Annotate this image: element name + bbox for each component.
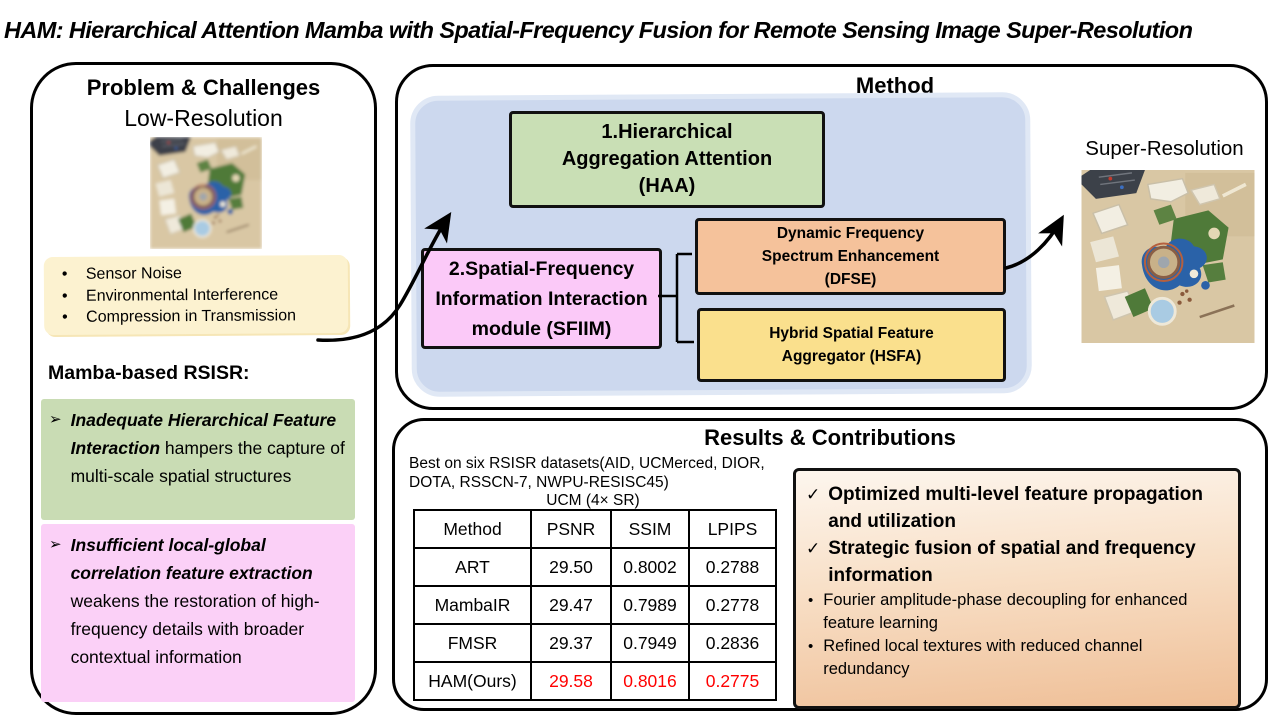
super-resolution-aerial-image (1080, 170, 1256, 343)
hsfa-module-box: Hybrid Spatial Feature Aggregator (HSFA) (697, 308, 1006, 382)
bullet-icon: • (62, 308, 68, 326)
table-row: ART 29.50 0.8002 0.2788 (413, 547, 777, 587)
bullet-icon: • (61, 287, 68, 305)
table-row: MambaIR 29.47 0.7989 0.2778 (413, 585, 777, 625)
low-resolution-label: Low-Resolution (124, 105, 283, 131)
list-item: • Sensor Noise (58, 262, 344, 285)
issue-text: Environmental Interference (85, 285, 279, 305)
table-header-row: Method PSNR SSIM LPIPS (413, 509, 777, 549)
bullet-icon: • (808, 638, 814, 655)
datasets-note: Best on six RSISR datasets(AID, UCMerced… (409, 455, 765, 491)
arrow-bullet-icon: ➢ (49, 411, 62, 428)
finding-text: Inadequate Hierarchical Feature Interact… (70, 410, 345, 486)
dfse-label: Dynamic Frequency Spectrum Enhancement (… (761, 225, 940, 288)
haa-label: 1.Hierarchical Aggregation Attention (HA… (561, 121, 773, 197)
contribution-check-item: ✓ Optimized multi-level feature propagat… (806, 481, 1228, 535)
degradation-issues-box: • Sensor Noise • Environmental Interfere… (43, 254, 349, 336)
table-row: FMSR 29.37 0.7949 0.2836 (413, 623, 777, 663)
list-item: • Environmental Interference (58, 283, 344, 306)
results-contributions-panel: Results & Contributions Best on six RSIS… (392, 418, 1268, 711)
dfse-module-box: Dynamic Frequency Spectrum Enhancement (… (695, 218, 1006, 295)
bullet-icon: • (808, 592, 814, 609)
table-caption: UCM (4× SR) (546, 492, 640, 509)
finding-local-global-block: ➢ Insufficient local-global correlation … (41, 524, 355, 702)
page-title: HAM: Hierarchical Attention Mamba with S… (4, 17, 1193, 43)
contribution-bullet-item: • Fourier amplitude-phase decoupling for… (806, 589, 1228, 635)
finding-hierarchical-block: ➢ Inadequate Hierarchical Feature Intera… (41, 399, 355, 520)
mamba-rsisr-heading: Mamba-based RSISR: (48, 362, 250, 384)
haa-module-box: 1.Hierarchical Aggregation Attention (HA… (509, 111, 825, 208)
results-panel-title: Results & Contributions (704, 425, 956, 450)
problem-panel-title: Problem & Challenges (86, 75, 321, 100)
contribution-check-item: ✓ Strategic fusion of spatial and freque… (806, 535, 1228, 589)
problem-challenges-panel: Problem & Challenges Low-Resolution • Se… (30, 62, 377, 715)
issue-text: Compression in Transmission (86, 307, 297, 326)
contributions-box: ✓ Optimized multi-level feature propagat… (793, 468, 1241, 709)
arrow-bullet-icon: ➢ (49, 536, 62, 553)
header-method: Method (413, 509, 532, 549)
header-ssim: SSIM (610, 509, 690, 549)
benchmark-table: Method PSNR SSIM LPIPS ART 29.50 0.8002 … (413, 509, 777, 701)
contribution-bullet-item: • Refined local textures with reduced ch… (806, 635, 1228, 681)
sfiim-module-box: 2.Spatial-Frequency Information Interact… (421, 248, 662, 349)
super-resolution-label: Super-Resolution (1085, 137, 1244, 160)
header-lpips: LPIPS (688, 509, 777, 549)
sfiim-label: 2.Spatial-Frequency Information Interact… (435, 257, 648, 340)
check-icon: ✓ (806, 539, 821, 558)
bullet-icon: • (61, 265, 68, 283)
table-row-ours: HAM(Ours) 29.58 0.8016 0.2775 (413, 661, 777, 701)
header-psnr: PSNR (530, 509, 612, 549)
check-icon: ✓ (806, 485, 821, 504)
hsfa-label: Hybrid Spatial Feature Aggregator (HSFA) (769, 325, 934, 365)
method-panel: Method 1.Hierarchical Aggregation Attent… (395, 64, 1268, 410)
finding-text: Insufficient local-global correlation fe… (70, 535, 320, 667)
issue-text: Sensor Noise (85, 265, 182, 283)
low-resolution-aerial-image (150, 137, 262, 249)
list-item: • Compression in Transmission (58, 305, 344, 328)
